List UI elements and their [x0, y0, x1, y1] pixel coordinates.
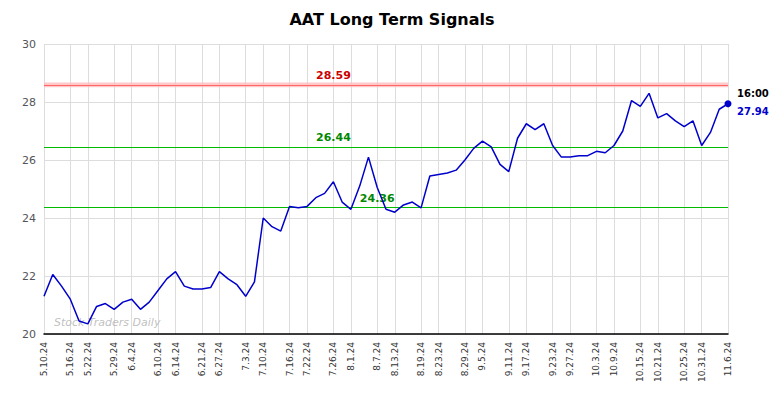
svg-text:28.59: 28.59 [316, 69, 351, 82]
svg-text:10.9.24: 10.9.24 [609, 342, 619, 377]
svg-text:AAT Long Term Signals: AAT Long Term Signals [289, 10, 494, 29]
svg-text:8.19.24: 8.19.24 [416, 342, 426, 377]
svg-text:27.94: 27.94 [737, 106, 769, 117]
svg-text:6.14.24: 6.14.24 [171, 342, 181, 377]
svg-text:9.17.24: 9.17.24 [521, 342, 531, 377]
svg-text:16:00: 16:00 [737, 88, 769, 99]
svg-text:11.6.24: 11.6.24 [723, 342, 733, 377]
svg-text:8.23.24: 8.23.24 [434, 342, 444, 377]
svg-text:26.44: 26.44 [316, 131, 351, 144]
svg-text:28: 28 [22, 96, 36, 109]
svg-text:7.26.24: 7.26.24 [328, 342, 338, 377]
svg-text:8.7.24: 8.7.24 [372, 342, 382, 371]
svg-text:26: 26 [22, 154, 36, 167]
svg-text:10.25.24: 10.25.24 [679, 342, 689, 382]
svg-text:6.10.24: 6.10.24 [153, 342, 163, 377]
svg-text:9.23.24: 9.23.24 [548, 342, 558, 377]
svg-text:24: 24 [22, 212, 36, 225]
svg-text:5.29.24: 5.29.24 [109, 342, 119, 377]
svg-text:5.16.24: 5.16.24 [65, 342, 75, 377]
svg-text:10.21.24: 10.21.24 [653, 342, 663, 382]
svg-text:9.27.24: 9.27.24 [565, 342, 575, 377]
svg-text:24.36: 24.36 [360, 192, 395, 205]
svg-text:7.10.24: 7.10.24 [258, 342, 268, 377]
svg-text:7.22.24: 7.22.24 [302, 342, 312, 377]
svg-text:6.4.24: 6.4.24 [127, 342, 137, 371]
svg-text:5.22.24: 5.22.24 [83, 342, 93, 377]
svg-text:8.13.24: 8.13.24 [390, 342, 400, 377]
svg-text:30: 30 [22, 38, 36, 51]
svg-text:6.27.24: 6.27.24 [214, 342, 224, 377]
svg-text:6.21.24: 6.21.24 [197, 342, 207, 377]
svg-text:5.10.24: 5.10.24 [39, 342, 49, 377]
svg-text:10.15.24: 10.15.24 [635, 342, 645, 382]
svg-text:10.3.24: 10.3.24 [591, 342, 601, 377]
svg-text:10.31.24: 10.31.24 [697, 342, 707, 382]
svg-text:7.3.24: 7.3.24 [241, 342, 251, 371]
svg-text:20: 20 [22, 328, 36, 341]
svg-text:8.1.24: 8.1.24 [346, 342, 356, 371]
svg-text:Stock Traders Daily: Stock Traders Daily [54, 316, 161, 329]
svg-text:7.16.24: 7.16.24 [285, 342, 295, 377]
svg-text:22: 22 [22, 270, 36, 283]
svg-text:9.11.24: 9.11.24 [504, 342, 514, 377]
svg-text:9.5.24: 9.5.24 [477, 342, 487, 371]
svg-text:8.29.24: 8.29.24 [460, 342, 470, 377]
